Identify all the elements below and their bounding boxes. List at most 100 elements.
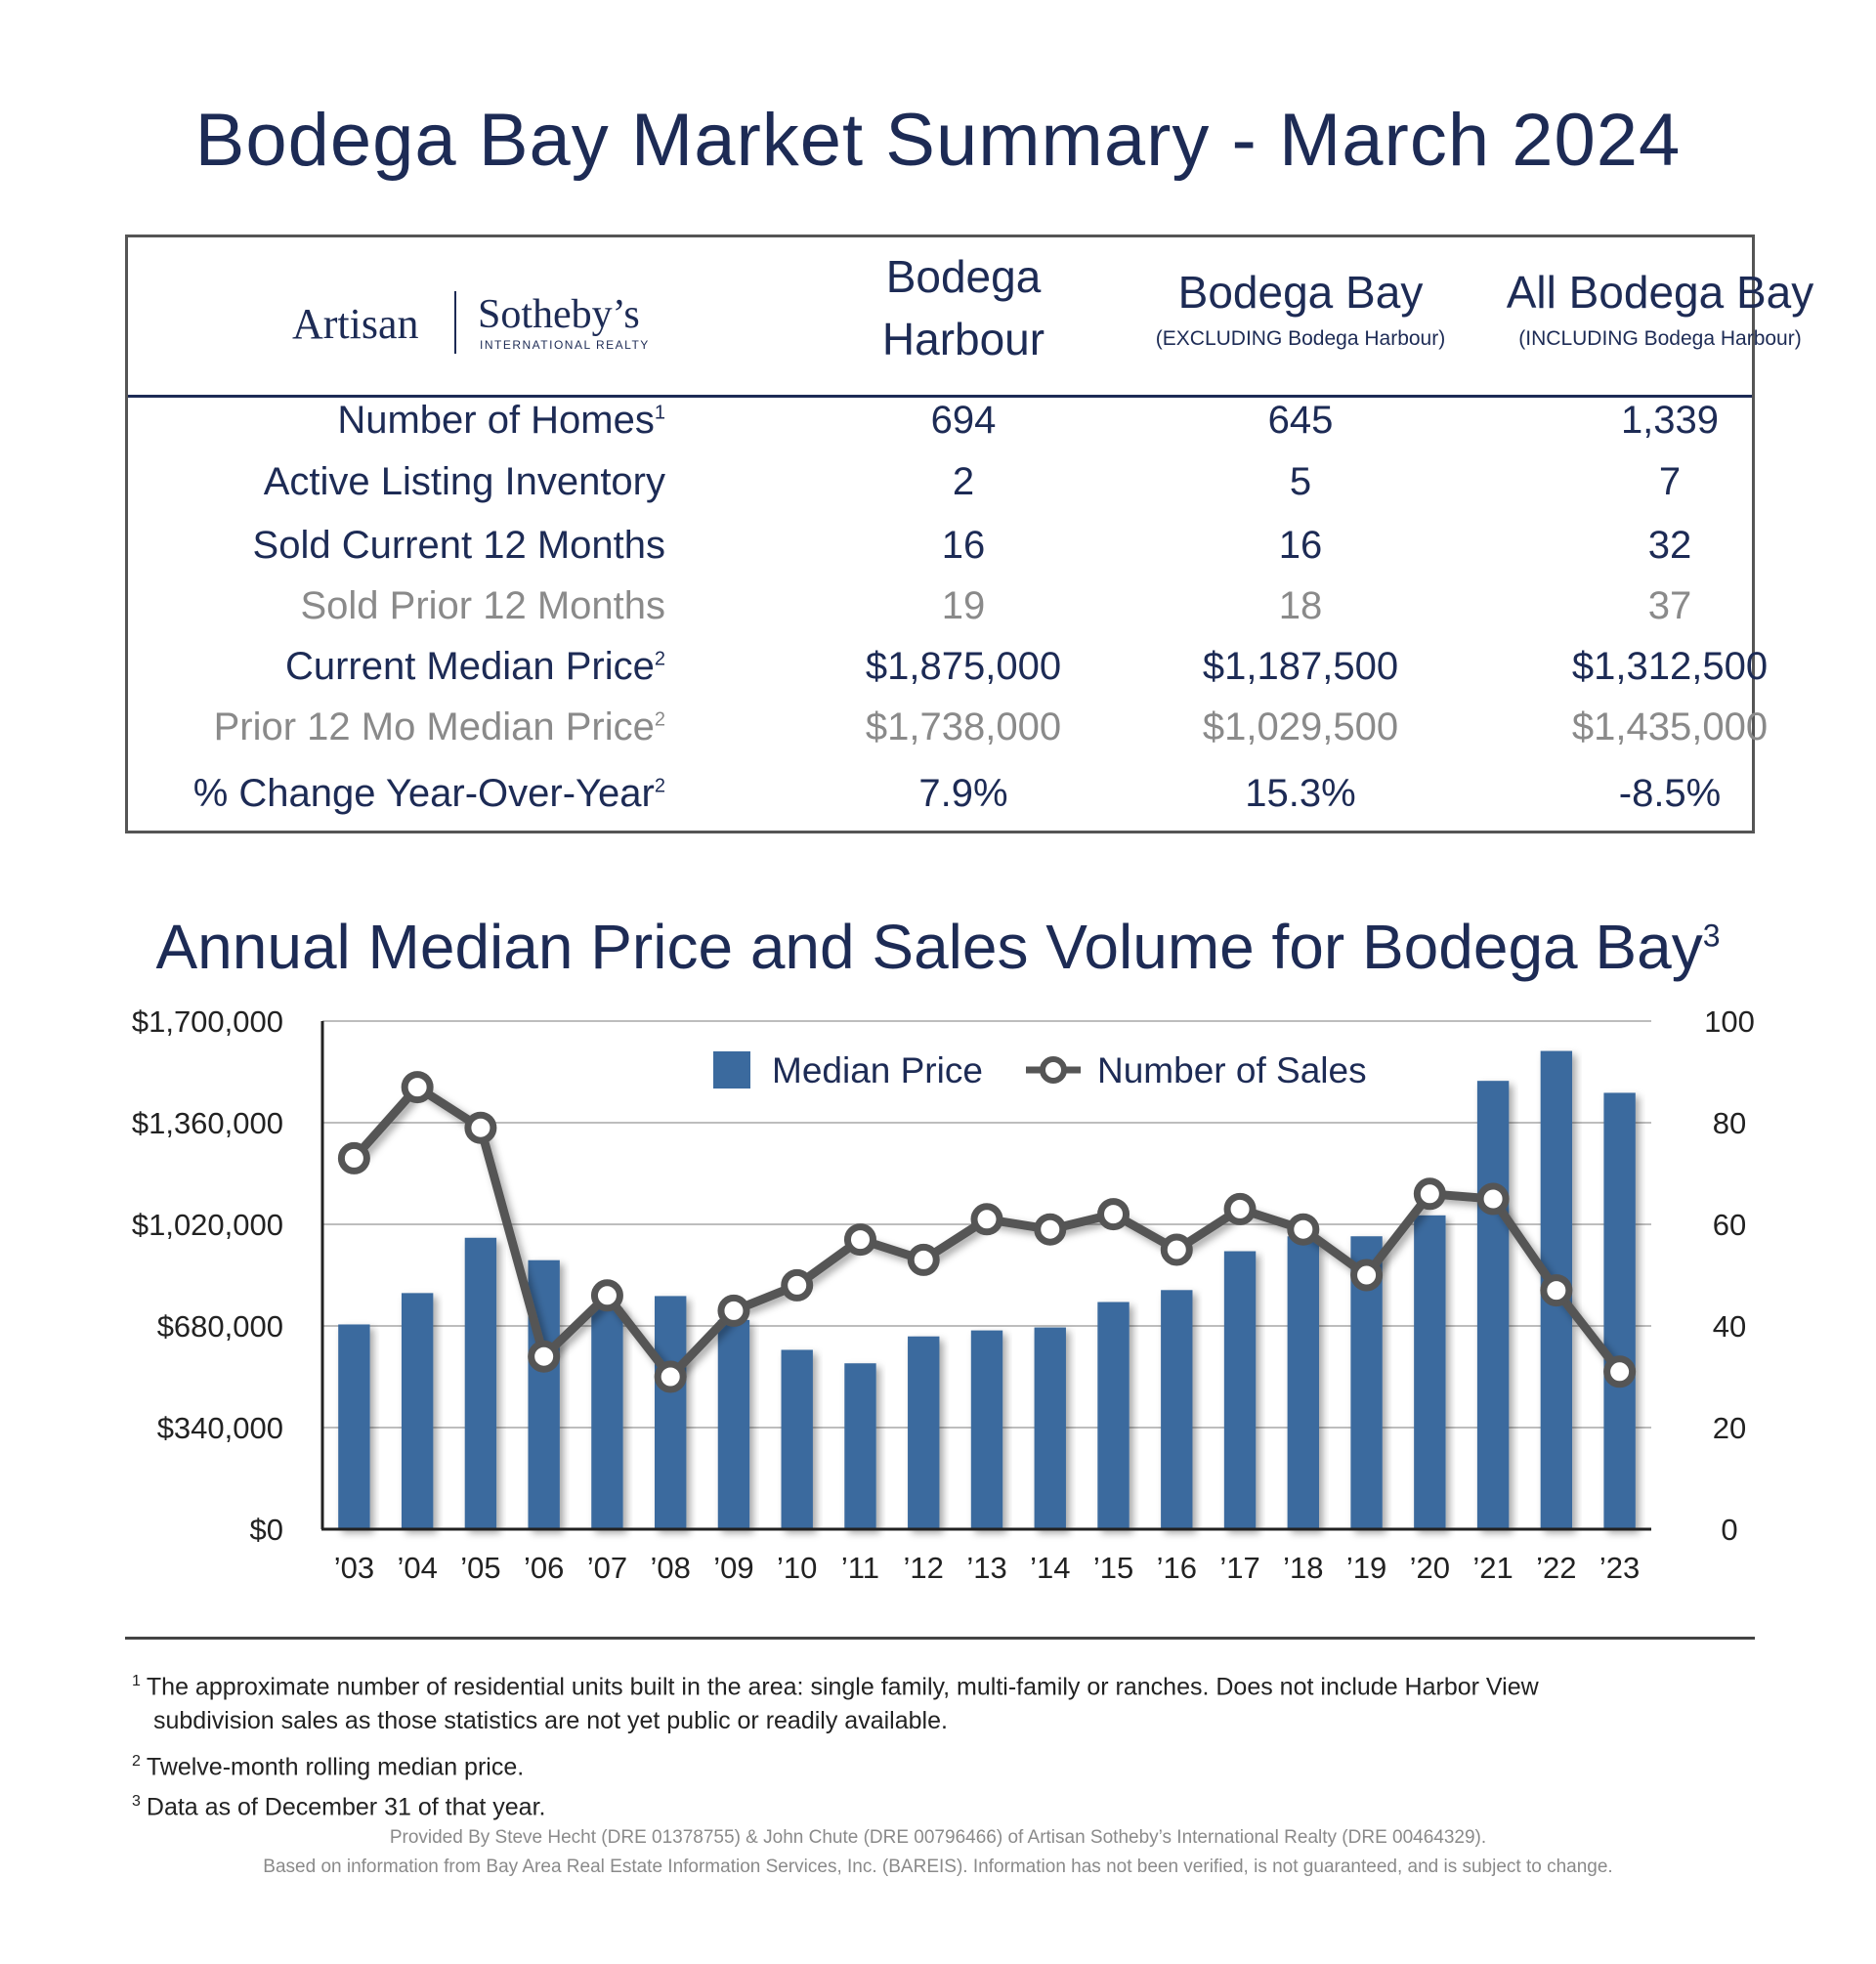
table-row: Prior 12 Mo Median Price2 $1,738,000 $1,02…: [128, 705, 1769, 764]
y2-tick-label: 40: [1713, 1309, 1746, 1344]
market-summary-table: Artisan Sotheby’s INTERNATIONAL REALTY B…: [125, 235, 1813, 833]
row-label-text: % Change Year-Over-Year: [192, 772, 655, 815]
point-number-of-sales: [1097, 1198, 1130, 1231]
x-tick-label: ’12: [904, 1551, 944, 1585]
footnote-ref: 2: [654, 775, 665, 797]
x-tick-label: ’04: [397, 1551, 437, 1585]
table-cell: -8.5%: [1618, 772, 1722, 815]
column-header-all-bodega-bay: All Bodega Bay (INCLUDING Bodega Harbour…: [1474, 261, 1846, 351]
row-label-text: Number of Homes: [337, 399, 655, 442]
table-cell: 37: [1647, 584, 1692, 627]
point-number-of-sales: [337, 1141, 370, 1174]
y2-tick-label: 100: [1704, 1004, 1755, 1039]
x-tick-label: ’15: [1093, 1551, 1133, 1585]
y2-tick-label: 20: [1713, 1411, 1746, 1445]
table-row: Active Listing Inventory 2 5 7: [128, 460, 1758, 519]
x-tick-label: ’20: [1410, 1551, 1450, 1585]
bar-median-price: [655, 1296, 687, 1529]
bar-median-price: [908, 1336, 940, 1529]
footnote-rule: [125, 1637, 1755, 1640]
table-cell: 645: [1267, 399, 1334, 442]
table-cell: 7: [1658, 460, 1682, 503]
table-cell: 19: [941, 584, 986, 627]
point-number-of-sales: [970, 1203, 1003, 1236]
bar-median-price: [401, 1293, 434, 1529]
footnote-line: subdivision sales as those statistics ar…: [132, 1701, 948, 1741]
footnote-text: Data as of December 31 of that year.: [146, 1793, 546, 1821]
point-number-of-sales: [401, 1071, 434, 1104]
x-tick-label: ’22: [1536, 1551, 1576, 1585]
bar-median-price: [1097, 1302, 1130, 1529]
point-number-of-sales: [1350, 1259, 1384, 1292]
y2-tick-label: 80: [1713, 1106, 1746, 1140]
legend-label-number-of-sales: Number of Sales: [1097, 1050, 1367, 1090]
bar-median-price: [1223, 1251, 1257, 1529]
table-row: % Change Year-Over-Year2 7.9% 15.3% -8.5%: [128, 772, 1758, 831]
footnote-number: 2: [132, 1753, 141, 1770]
legend-swatch-median-price: [713, 1051, 750, 1089]
bar-median-price: [1603, 1092, 1636, 1529]
legend-label-median-price: Median Price: [772, 1050, 983, 1090]
footnote-text: subdivision sales as those statistics ar…: [153, 1707, 948, 1734]
point-number-of-sales: [590, 1279, 623, 1312]
table-cell: 5: [1289, 460, 1312, 503]
y-tick-label: $680,000: [157, 1309, 283, 1344]
row-label: Sold Current 12 Months: [253, 524, 665, 568]
bar-median-price: [1161, 1290, 1193, 1529]
bar-median-price: [591, 1307, 623, 1529]
x-tick-label: ’23: [1599, 1551, 1640, 1585]
x-tick-label: ’07: [587, 1551, 627, 1585]
header-rule: [128, 395, 1752, 398]
table-cell: 694: [930, 399, 997, 442]
bar-median-price: [970, 1330, 1003, 1529]
row-label-text: Sold Prior 12 Months: [300, 584, 665, 627]
x-tick-label: ’13: [966, 1551, 1006, 1585]
table-cell: $1,738,000: [865, 705, 1062, 748]
bar-median-price: [338, 1324, 370, 1529]
footnote-line: 1 The approximate number of residential u…: [132, 1661, 1539, 1707]
bar-median-price: [1287, 1236, 1319, 1529]
chart-title-footnote-ref: 3: [1702, 918, 1721, 954]
table-cell: 18: [1278, 584, 1323, 627]
legend-marker-number-of-sales: [1040, 1056, 1067, 1084]
logo-subtitle: INTERNATIONAL REALTY: [480, 338, 650, 352]
footnote-text: The approximate number of residential un…: [146, 1673, 1539, 1701]
table-cell: $1,435,000: [1571, 705, 1769, 748]
x-tick-label: ’19: [1346, 1551, 1386, 1585]
logo-divider: [454, 291, 456, 354]
table-row: Sold Current 12 Months 16 16 32: [128, 524, 1758, 582]
point-number-of-sales: [528, 1340, 561, 1373]
point-number-of-sales: [1160, 1233, 1193, 1266]
y2-tick-label: 60: [1713, 1208, 1746, 1242]
bar-median-price: [1414, 1215, 1446, 1529]
y-tick-label: $1,700,000: [132, 1004, 283, 1039]
table-cell: 32: [1647, 524, 1692, 567]
point-number-of-sales: [1287, 1213, 1320, 1246]
page-title: Bodega Bay Market Summary - March 2024: [194, 99, 1682, 182]
footnote-number: 1: [132, 1673, 141, 1689]
column-header-bodega-bay: Bodega Bay (EXCLUDING Bodega Harbour): [1125, 261, 1476, 351]
x-tick-label: ’17: [1219, 1551, 1259, 1585]
point-number-of-sales: [464, 1111, 497, 1144]
column-header-note: (EXCLUDING Bodega Harbour): [1155, 327, 1446, 350]
logo-sothebys: Sotheby’s: [478, 292, 640, 337]
footnote-text: Twelve-month rolling median price.: [146, 1753, 525, 1781]
footnote-ref: 2: [654, 708, 665, 731]
x-tick-label: ’10: [777, 1551, 817, 1585]
x-tick-label: ’06: [524, 1551, 564, 1585]
chart-title: Annual Median Price and Sales Volume for…: [0, 911, 1876, 983]
table-row: Number of Homes1 694 645 1,339: [128, 399, 1758, 457]
x-tick-label: ’18: [1283, 1551, 1323, 1585]
table-cell: 2: [952, 460, 975, 503]
point-number-of-sales: [1476, 1182, 1510, 1216]
point-number-of-sales: [1223, 1192, 1257, 1225]
point-number-of-sales: [843, 1223, 876, 1257]
column-header-line2: Harbour: [881, 314, 1045, 364]
column-header-line1: All Bodega Bay: [1506, 267, 1814, 318]
table-cell: $1,312,500: [1571, 645, 1769, 688]
footnote-ref: 1: [654, 402, 665, 424]
point-number-of-sales: [1540, 1274, 1573, 1307]
point-number-of-sales: [1034, 1213, 1067, 1246]
table-cell: 7.9%: [918, 772, 1008, 815]
x-tick-label: ’14: [1030, 1551, 1070, 1585]
